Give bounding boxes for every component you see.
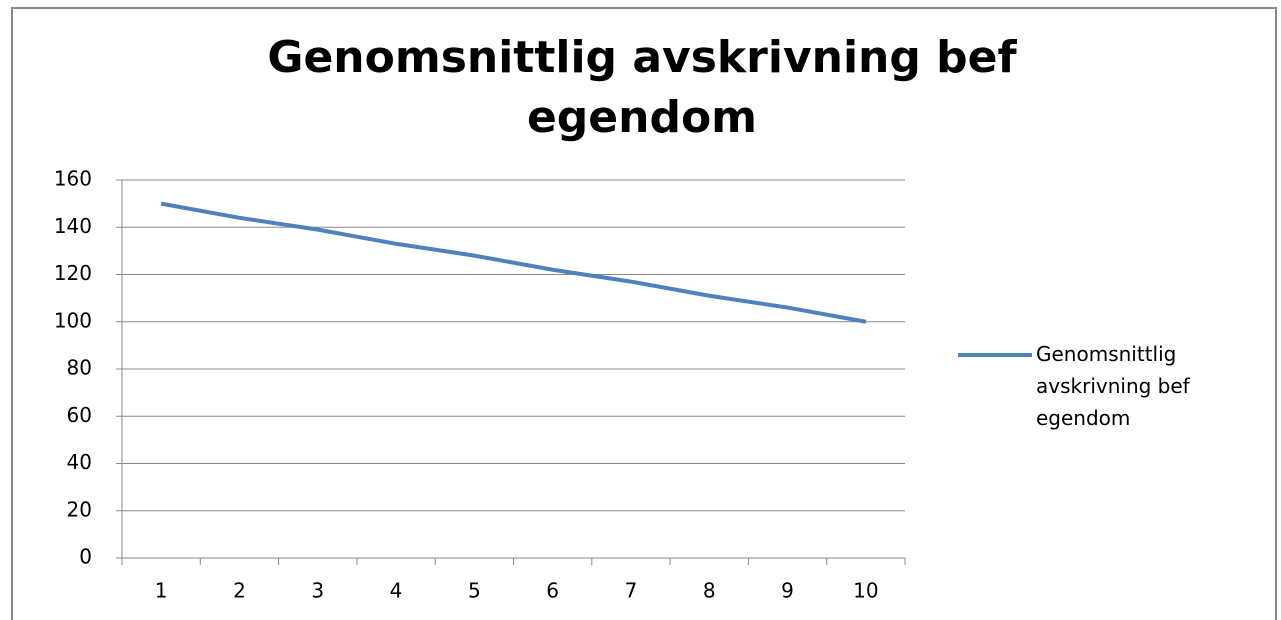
x-tick-label: 5 [468, 579, 481, 603]
legend-label: Genomsnittlig avskrivning bef egendom [1036, 342, 1191, 430]
x-tick-label: 4 [390, 579, 403, 603]
x-tick-label: 3 [311, 579, 324, 603]
y-tick-label: 60 [67, 403, 92, 427]
y-tick-label: 0 [79, 545, 92, 569]
y-tick-label: 160 [54, 167, 92, 191]
y-tick-label: 120 [54, 261, 92, 285]
y-tick-label: 140 [54, 214, 92, 238]
chart-title: Genomsnittlig avskrivning bef egendom [267, 32, 1017, 143]
chart-border [11, 7, 1277, 620]
y-tick-label: 20 [67, 497, 92, 521]
x-tick-label: 9 [781, 579, 794, 603]
x-tick-label: 6 [546, 579, 559, 603]
x-tick-label: 1 [155, 579, 168, 603]
y-tick-label: 80 [67, 356, 92, 380]
y-tick-label: 100 [54, 308, 92, 332]
x-tick-label: 8 [703, 579, 716, 603]
x-tick-label: 10 [853, 579, 878, 603]
data-line [160, 201, 867, 324]
y-tick-label: 40 [67, 450, 92, 474]
x-tick-label: 2 [233, 579, 246, 603]
x-tick-label: 7 [625, 579, 638, 603]
